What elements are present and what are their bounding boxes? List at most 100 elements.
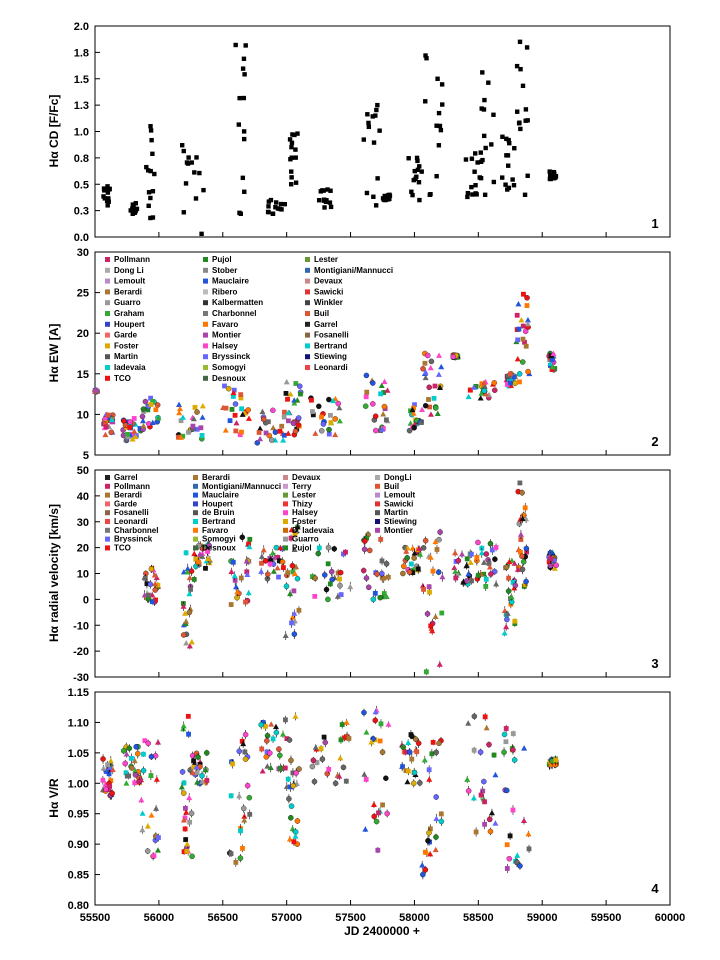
data-point (148, 215, 153, 221)
data-point (291, 570, 298, 577)
data-point (104, 198, 110, 204)
data-point (272, 429, 279, 435)
data-point (547, 176, 553, 182)
data-point (326, 426, 332, 433)
data-point (179, 414, 186, 420)
legend-marker (375, 483, 380, 489)
legend-item: Sawicki (375, 499, 413, 508)
data-point (414, 749, 420, 755)
legend-marker (193, 510, 198, 516)
data-point (124, 773, 130, 779)
data-point (285, 430, 292, 436)
data-point (510, 807, 516, 813)
data-point (225, 385, 232, 392)
data-point (465, 720, 472, 726)
data-point (370, 401, 376, 407)
data-point (145, 740, 151, 747)
legend-label: Guarro (292, 535, 319, 544)
data-point (429, 751, 435, 757)
data-point (422, 849, 428, 855)
data-point (233, 860, 239, 865)
data-point (146, 592, 151, 598)
data-point (193, 556, 199, 562)
legend-label: Montier (384, 526, 413, 535)
data-point (199, 778, 206, 784)
data-point (383, 417, 389, 423)
legend-label: Pollmann (114, 255, 150, 264)
panel-2-ylabel: Hα EW [A] (47, 324, 61, 383)
data-point (415, 167, 421, 172)
data-point (482, 714, 488, 720)
data-point (500, 134, 505, 139)
legend-label: Buil (314, 309, 329, 318)
data-point (426, 397, 431, 402)
data-point (438, 811, 444, 817)
data-point (503, 739, 509, 745)
legend-marker (193, 527, 198, 533)
data-point (205, 555, 212, 562)
data-point (287, 137, 293, 142)
data-point (384, 194, 390, 199)
data-point (236, 122, 242, 127)
data-point (176, 434, 181, 440)
data-point (318, 428, 325, 434)
data-point (491, 179, 497, 185)
data-point (293, 563, 300, 570)
data-point (131, 202, 136, 208)
data-point (411, 405, 416, 411)
data-point (360, 567, 367, 574)
data-point (290, 420, 297, 427)
legend-marker (203, 321, 208, 327)
data-point (464, 776, 471, 782)
data-point (508, 371, 513, 377)
legend-marker (193, 475, 198, 480)
data-point (294, 818, 301, 824)
data-point (378, 382, 385, 388)
data-point (517, 379, 522, 385)
data-point (266, 209, 271, 215)
data-point (297, 383, 303, 389)
data-point (153, 776, 160, 782)
data-point (504, 382, 510, 387)
data-point (108, 429, 115, 436)
data-point (428, 191, 433, 197)
y-tick-label: 1.5 (74, 74, 89, 86)
data-point (506, 163, 511, 168)
legend-item: Kalbermatten (203, 298, 263, 307)
data-point (416, 180, 422, 185)
data-point (245, 415, 252, 421)
legend-item: Garrel (105, 473, 138, 482)
data-point (156, 835, 161, 840)
data-point (506, 185, 512, 191)
data-point (518, 549, 523, 555)
data-point (129, 755, 134, 761)
legend-label: Somogyi (212, 363, 246, 372)
data-point (431, 395, 437, 401)
legend-label: Devaux (292, 473, 321, 482)
legend-label: Houpert (202, 499, 233, 508)
legend-label: Montigiani/Mannucci (202, 482, 281, 491)
legend-item: Bertrand (193, 517, 235, 526)
legend-item: Garde (105, 499, 138, 508)
data-point (279, 731, 286, 737)
legend-item: Lester (283, 491, 316, 500)
data-point (451, 564, 458, 571)
data-point (244, 571, 251, 577)
data-point (240, 845, 245, 851)
data-point (435, 371, 442, 377)
data-point (240, 66, 246, 71)
data-point (385, 197, 390, 202)
data-point (467, 559, 474, 565)
data-point (155, 414, 162, 421)
data-point (400, 744, 406, 750)
data-point (186, 731, 191, 737)
data-point (312, 575, 318, 581)
data-point (547, 173, 553, 179)
data-point (273, 729, 280, 736)
data-point (338, 737, 344, 743)
legend-item: Thizy (283, 499, 313, 508)
data-point (409, 406, 416, 413)
data-point (142, 398, 149, 405)
data-point (294, 397, 301, 403)
legend-label: de Bruin (202, 508, 235, 517)
